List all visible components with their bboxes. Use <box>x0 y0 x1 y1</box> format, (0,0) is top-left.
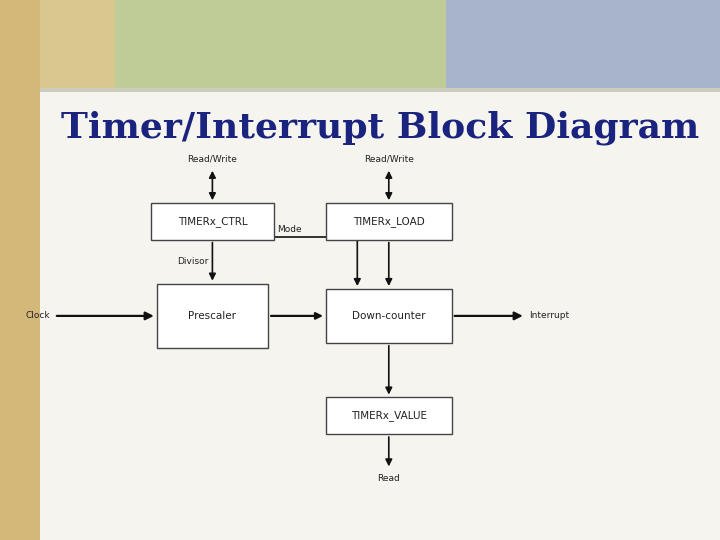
Text: Read: Read <box>377 474 400 483</box>
Bar <box>325 289 452 343</box>
Bar <box>151 203 274 240</box>
Text: Read/Write: Read/Write <box>187 154 238 164</box>
Bar <box>156 284 268 348</box>
Text: Prescaler: Prescaler <box>189 311 236 321</box>
Text: TIMERx_VALUE: TIMERx_VALUE <box>351 410 427 421</box>
Bar <box>446 0 720 89</box>
Bar <box>40 89 720 540</box>
Text: Mode: Mode <box>277 225 302 234</box>
Bar <box>40 0 115 89</box>
Bar <box>325 203 452 240</box>
Text: Timer/Interrupt Block Diagram: Timer/Interrupt Block Diagram <box>61 111 699 145</box>
Text: TIMERx_LOAD: TIMERx_LOAD <box>353 216 425 227</box>
Bar <box>40 88 720 92</box>
Text: Clock: Clock <box>26 312 50 320</box>
Text: Divisor: Divisor <box>177 257 209 266</box>
Bar <box>325 397 452 434</box>
Text: TIMERx_CTRL: TIMERx_CTRL <box>178 216 247 227</box>
Text: Interrupt: Interrupt <box>529 312 570 320</box>
Text: Down-counter: Down-counter <box>352 311 426 321</box>
Text: Read/Write: Read/Write <box>364 154 414 164</box>
Bar <box>0 0 40 540</box>
Bar <box>115 0 446 89</box>
